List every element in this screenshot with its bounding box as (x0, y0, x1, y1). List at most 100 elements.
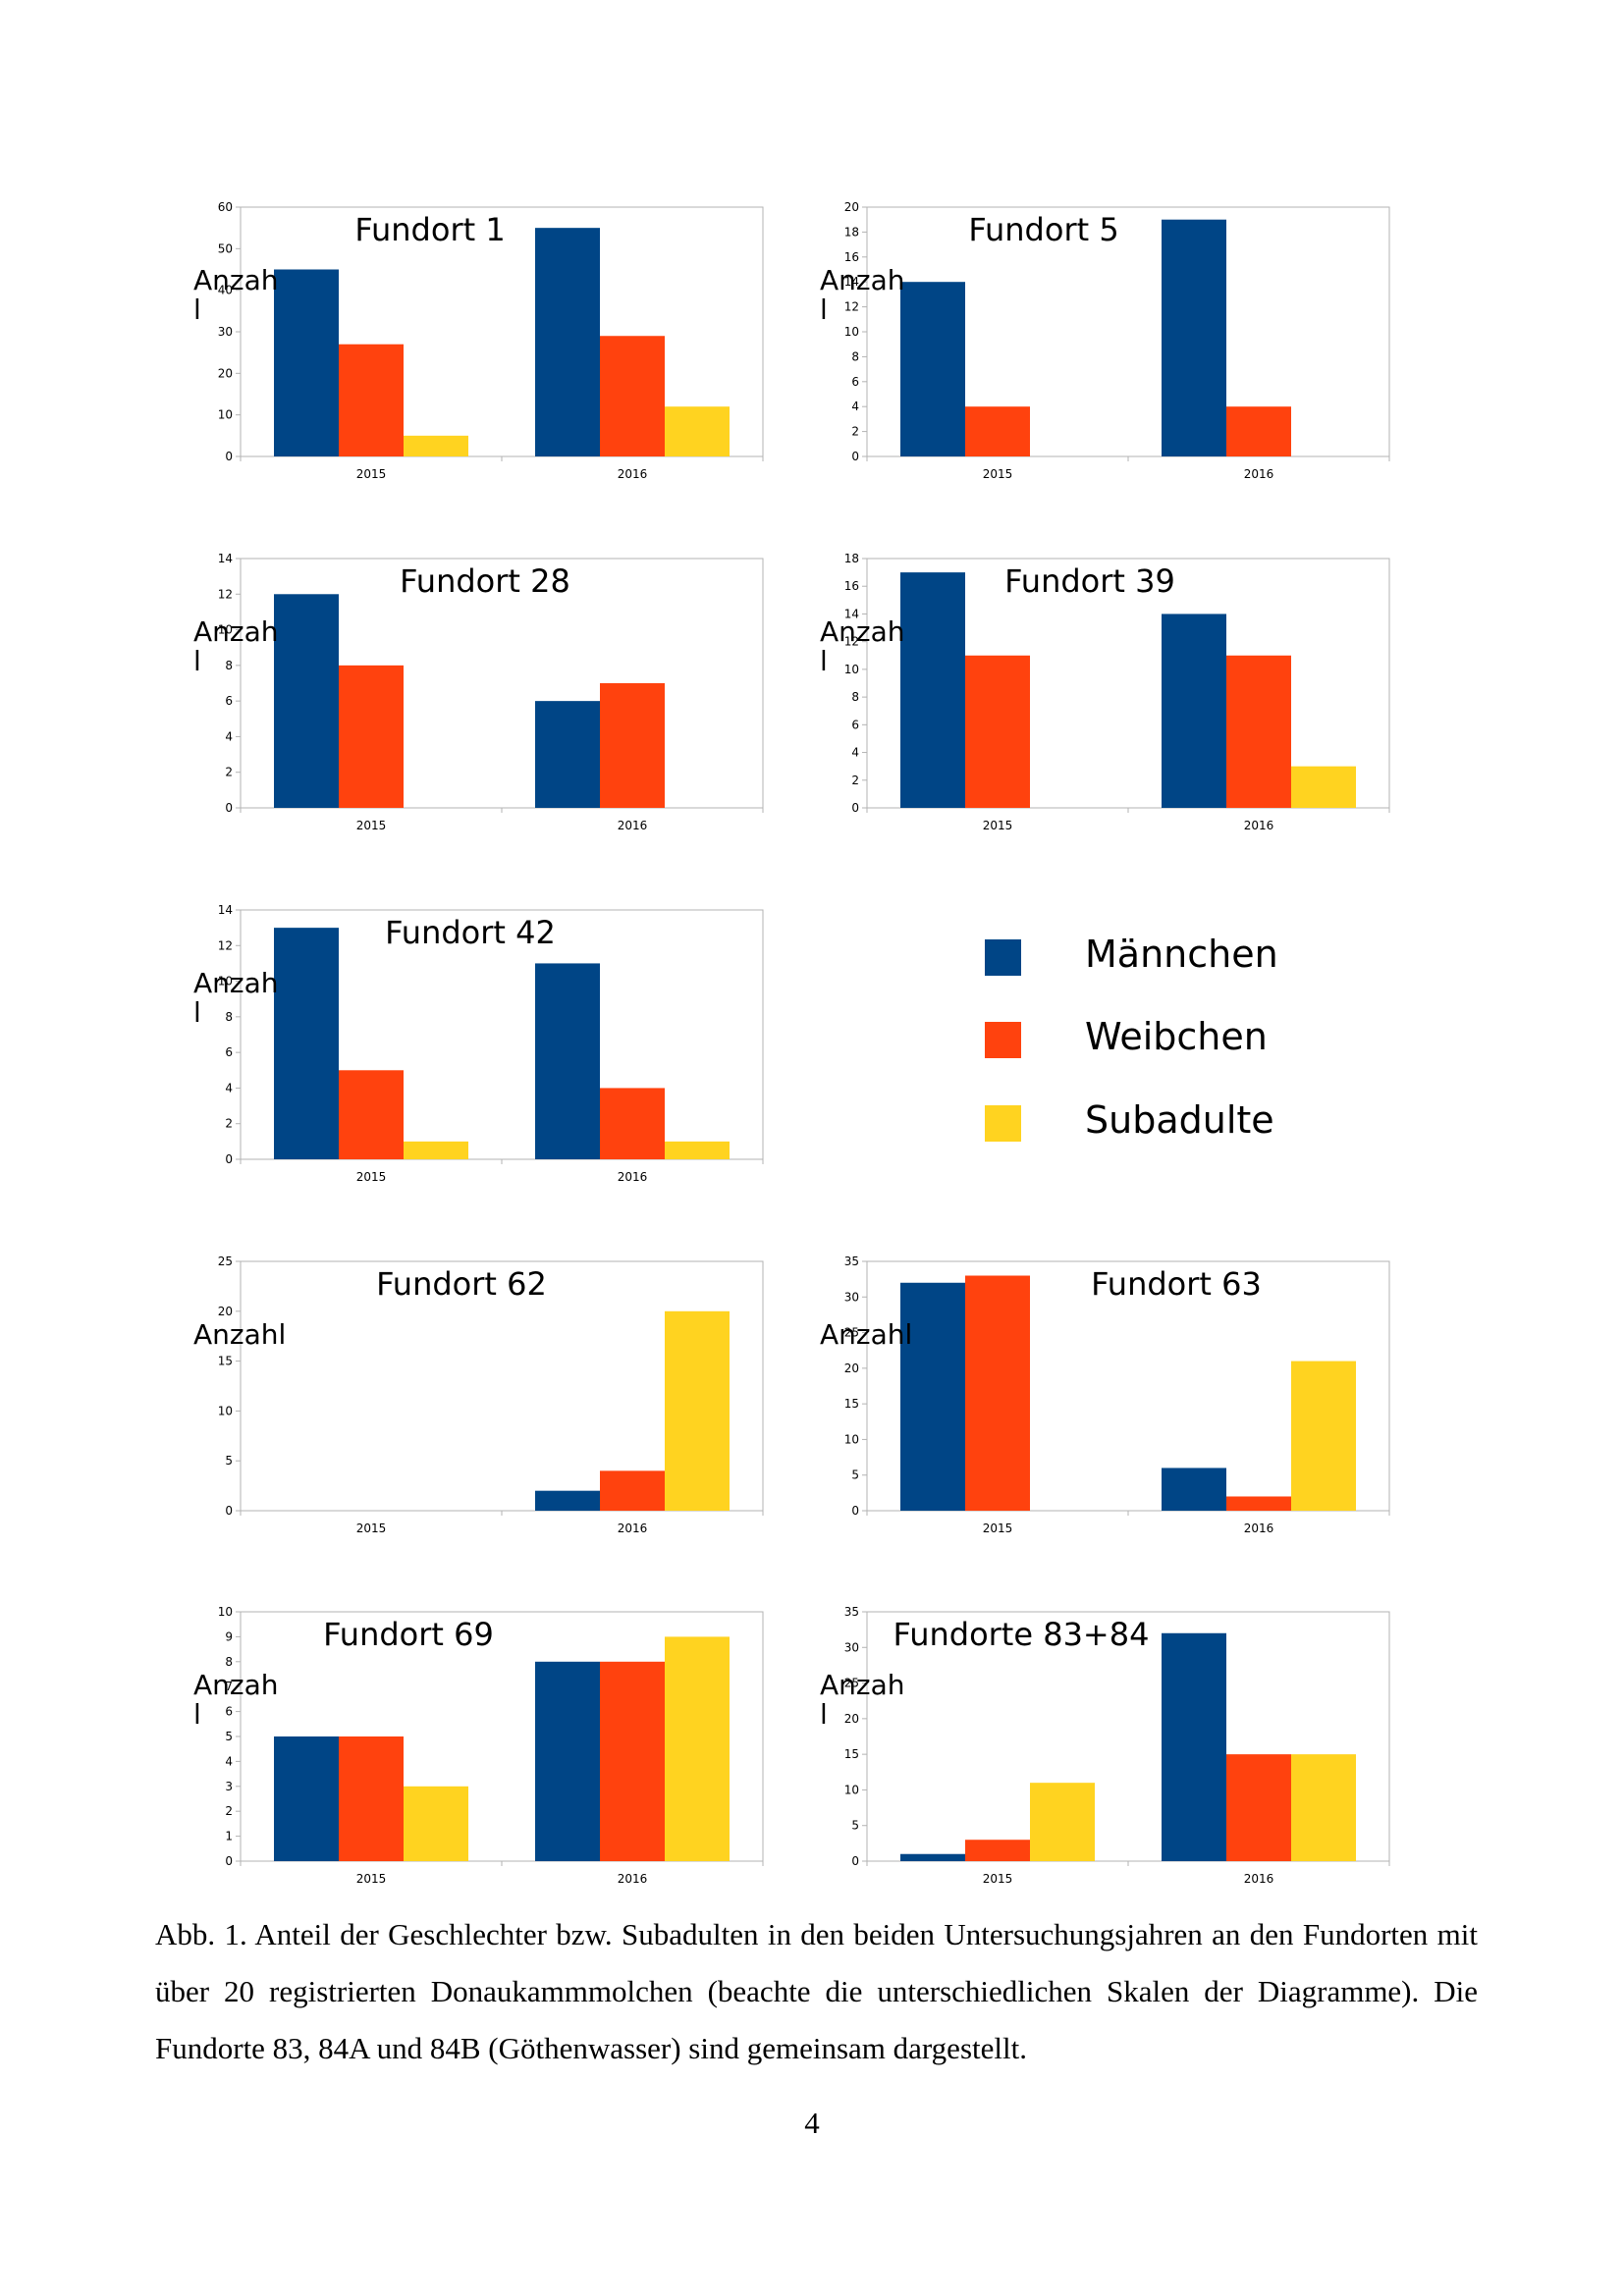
bar-männchen-2015 (274, 928, 339, 1159)
y-tick-label: 4 (225, 729, 233, 743)
bar-weibchen-2015 (965, 1840, 1030, 1861)
y-tick-label: 5 (225, 1454, 233, 1468)
chart-panel-1: 0 10 20 30 40 50 60 2015 2016 Fundort 1 Anzahl (193, 200, 764, 481)
y-tick-label: 25 (218, 1255, 233, 1268)
bar-weibchen-2016 (600, 1470, 665, 1511)
y-tick-label: 20 (844, 1712, 859, 1726)
x-tick-label: 2015 (983, 1872, 1013, 1886)
bar-weibchen-2016 (1226, 1754, 1291, 1861)
x-tick-label: 2015 (356, 1522, 387, 1535)
bar-männchen-2016 (535, 1661, 600, 1861)
y-tick-label: 10 (844, 1783, 859, 1796)
chart-panel-5: 0 2 4 6 8 10 12 14 2015 2016 Fundort 42 Anzahl (193, 903, 764, 1184)
y-tick-label: 12 (844, 300, 859, 314)
y-tick-label: 10 (844, 325, 859, 339)
bar-subadulte-2015 (1030, 1783, 1095, 1861)
y-tick-label: 10 (218, 623, 233, 637)
chart-title: Fundort 63 (1091, 1265, 1262, 1303)
y-tick-label: 30 (218, 325, 233, 339)
chart-panel-10: 0 5 10 15 20 25 30 35 2015 2016 Fundorte 83+84 Anza… (820, 1605, 1390, 1886)
bar-weibchen-2016 (600, 1088, 665, 1159)
y-tick-label: 8 (225, 659, 233, 672)
y-tick-label: 5 (851, 1468, 859, 1482)
y-axis-label: Anzah (820, 1669, 905, 1701)
chart-panel-2: 0 2 4 6 8 10 12 14 16 18 20 2015 2016 Fundort 5 Anzahl (820, 200, 1390, 481)
y-tick-label: 10 (844, 663, 859, 676)
y-tick-label: 4 (851, 746, 859, 760)
bar-weibchen-2015 (965, 406, 1030, 456)
y-tick-label: 0 (225, 450, 233, 463)
bar-subadulte-2016 (1291, 1361, 1356, 1511)
bar-männchen-2015 (274, 269, 339, 456)
y-tick-label: 15 (844, 1397, 859, 1411)
y-tick-label: 0 (225, 801, 233, 815)
bar-männchen-2016 (535, 1490, 600, 1511)
bar-männchen-2016 (1162, 1468, 1226, 1511)
chart-title: Fundort 42 (385, 914, 556, 951)
y-axis-label: l (193, 1698, 201, 1731)
y-axis-label: l (193, 294, 201, 326)
y-tick-label: 8 (225, 1010, 233, 1024)
y-axis-label: Anzahl (193, 1318, 286, 1351)
bar-subadulte-2015 (404, 435, 468, 456)
bar-männchen-2016 (535, 963, 600, 1159)
y-axis-label: l (820, 1698, 828, 1731)
bar-subadulte-2016 (665, 1636, 730, 1861)
x-tick-label: 2015 (356, 1872, 387, 1886)
y-tick-label: 20 (218, 1305, 233, 1318)
y-axis-label: Anzahl (820, 1318, 912, 1351)
chart-panel-4: 0 2 4 6 8 10 12 14 16 18 2015 2016 Fundort 39 Anzahl (820, 552, 1390, 832)
legend-swatch (985, 1105, 1021, 1142)
y-axis-label: l (193, 645, 201, 677)
y-tick-label: 60 (218, 200, 233, 214)
bar-männchen-2015 (900, 282, 965, 456)
bar-weibchen-2015 (965, 1275, 1030, 1511)
bar-subadulte-2016 (665, 1141, 730, 1159)
y-tick-label: 6 (225, 1045, 233, 1059)
y-tick-label: 0 (225, 1504, 233, 1518)
x-tick-label: 2016 (1244, 819, 1274, 832)
y-axis-label: l (820, 294, 828, 326)
bar-männchen-2015 (900, 1282, 965, 1511)
y-tick-label: 0 (851, 450, 859, 463)
y-tick-label: 8 (851, 690, 859, 704)
y-axis-label: Anzah (193, 264, 279, 296)
y-tick-label: 4 (225, 1081, 233, 1095)
bar-weibchen-2016 (1226, 406, 1291, 456)
y-tick-label: 2 (225, 1804, 233, 1818)
bar-subadulte-2016 (665, 1310, 730, 1511)
y-tick-label: 0 (851, 1504, 859, 1518)
y-tick-label: 15 (844, 1747, 859, 1761)
bar-subadulte-2016 (1291, 766, 1356, 808)
bar-männchen-2015 (900, 572, 965, 808)
y-tick-label: 14 (218, 552, 233, 565)
y-tick-label: 6 (851, 375, 859, 389)
y-tick-label: 14 (844, 275, 859, 289)
y-tick-label: 18 (844, 225, 859, 239)
chart-title: Fundorte 83+84 (893, 1616, 1150, 1653)
y-tick-label: 10 (218, 1605, 233, 1619)
y-tick-label: 0 (851, 801, 859, 815)
y-tick-label: 14 (844, 607, 859, 620)
y-tick-label: 12 (218, 938, 233, 952)
y-tick-label: 9 (225, 1629, 233, 1643)
y-tick-label: 0 (225, 1152, 233, 1166)
chart-title: Fundort 62 (376, 1265, 547, 1303)
chart-panel-8: 0 5 10 15 20 25 30 35 2015 2016 Fundort 63 Anzahl (820, 1255, 1390, 1535)
y-tick-label: 15 (218, 1355, 233, 1368)
chart-title: Fundort 39 (1004, 562, 1175, 600)
bar-weibchen-2015 (339, 344, 404, 456)
y-tick-label: 2 (851, 774, 859, 787)
y-tick-label: 5 (851, 1819, 859, 1833)
page-number: 4 (804, 2106, 820, 2140)
y-tick-label: 1 (225, 1830, 233, 1843)
y-tick-label: 16 (844, 250, 859, 264)
x-tick-label: 2016 (618, 819, 648, 832)
chart-panel-7: 0 5 10 15 20 25 2015 2016 Fundort 62 Anzahl (193, 1255, 764, 1535)
x-tick-label: 2015 (983, 467, 1013, 481)
y-tick-label: 5 (225, 1730, 233, 1743)
legend-swatch (985, 1022, 1021, 1058)
y-tick-label: 12 (218, 587, 233, 601)
y-tick-label: 6 (225, 1705, 233, 1719)
y-tick-label: 16 (844, 579, 859, 593)
